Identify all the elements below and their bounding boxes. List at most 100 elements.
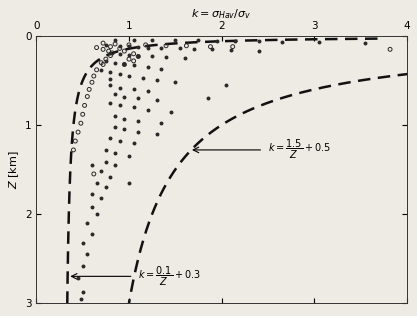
Point xyxy=(207,44,214,49)
Point xyxy=(181,56,188,61)
Point xyxy=(130,51,137,56)
Point xyxy=(135,53,142,58)
Point xyxy=(144,45,151,50)
Point xyxy=(112,91,118,96)
Point xyxy=(100,62,106,67)
Point xyxy=(75,314,81,316)
Point xyxy=(126,180,132,185)
Point xyxy=(204,96,211,101)
Point xyxy=(142,42,149,47)
Text: $k=\dfrac{0.1}{Z}+0.3$: $k=\dfrac{0.1}{Z}+0.3$ xyxy=(138,265,201,288)
Point xyxy=(126,57,132,62)
Point xyxy=(195,38,202,43)
Point xyxy=(172,80,178,85)
Point xyxy=(116,51,123,56)
Point xyxy=(158,45,165,50)
Point xyxy=(79,290,86,295)
Point xyxy=(144,89,151,94)
Point xyxy=(107,44,114,49)
Point xyxy=(78,121,84,126)
Point xyxy=(107,76,114,81)
Point xyxy=(93,180,100,185)
Point xyxy=(126,43,132,48)
Point xyxy=(362,40,368,46)
Point xyxy=(103,160,109,165)
Point xyxy=(126,74,132,79)
Point xyxy=(172,38,178,43)
Point xyxy=(103,57,109,62)
Point xyxy=(86,87,93,92)
Point xyxy=(75,130,81,135)
Point xyxy=(116,46,123,51)
Point xyxy=(167,109,174,114)
Point xyxy=(100,40,106,46)
Point xyxy=(79,263,86,268)
Point xyxy=(183,43,190,48)
Point xyxy=(112,113,118,118)
Point xyxy=(209,47,216,52)
Point xyxy=(107,82,114,88)
Point xyxy=(228,48,234,53)
Point xyxy=(144,107,151,112)
Point xyxy=(232,39,239,44)
Point xyxy=(107,69,114,74)
Point xyxy=(84,220,90,225)
Point xyxy=(121,49,128,54)
Point xyxy=(255,39,262,44)
Point xyxy=(75,276,81,281)
Point xyxy=(229,44,236,49)
Point xyxy=(315,40,322,45)
Point xyxy=(144,64,151,70)
Point xyxy=(116,72,123,77)
Point xyxy=(153,131,160,137)
Point xyxy=(98,60,105,65)
Point xyxy=(84,252,90,257)
Point xyxy=(90,74,97,79)
Point xyxy=(116,43,123,48)
Point xyxy=(121,61,128,66)
Point xyxy=(130,37,137,42)
Point xyxy=(135,96,142,101)
Point xyxy=(121,127,128,132)
Point xyxy=(116,85,123,90)
Point xyxy=(130,58,137,64)
Point xyxy=(149,38,156,43)
Point xyxy=(107,50,114,55)
Point xyxy=(112,60,118,65)
Point xyxy=(223,82,229,88)
Point xyxy=(126,42,132,47)
Point xyxy=(103,147,109,152)
Point xyxy=(79,112,86,117)
Point xyxy=(135,130,142,135)
Point xyxy=(89,204,95,210)
Point xyxy=(103,185,109,190)
Point xyxy=(98,67,105,72)
Point xyxy=(89,162,95,167)
Point xyxy=(72,138,79,143)
Point xyxy=(81,103,88,108)
Point xyxy=(90,172,97,177)
Point xyxy=(107,100,114,105)
Point xyxy=(153,78,160,83)
Point xyxy=(191,47,197,52)
Point xyxy=(112,41,118,46)
Point xyxy=(103,58,109,64)
Point xyxy=(140,75,146,80)
Point xyxy=(109,50,116,55)
Point xyxy=(107,53,114,58)
Point xyxy=(387,47,393,52)
Point xyxy=(121,62,128,67)
Point xyxy=(130,105,137,110)
Point xyxy=(112,124,118,129)
Point xyxy=(84,305,90,310)
Point xyxy=(135,118,142,123)
Point xyxy=(78,296,84,301)
Point xyxy=(149,54,156,59)
Point xyxy=(163,43,169,48)
Point xyxy=(105,49,112,54)
X-axis label: $k = \sigma_{Hav} / \sigma_v$: $k = \sigma_{Hav} / \sigma_v$ xyxy=(191,7,252,21)
Point xyxy=(158,66,165,71)
Point xyxy=(89,192,95,197)
Point xyxy=(107,136,114,141)
Point xyxy=(116,138,123,143)
